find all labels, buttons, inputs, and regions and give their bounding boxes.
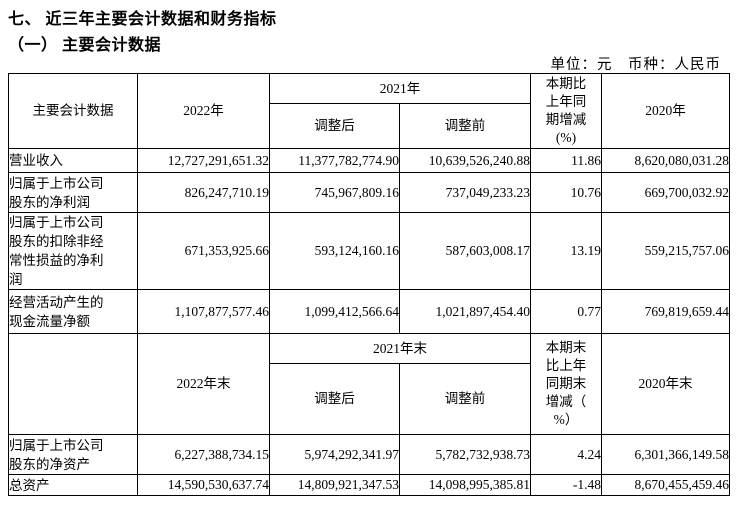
col-2021-header: 2021年 bbox=[269, 73, 531, 104]
table-row-total-assets: 总资产 14,590,530,637.74 14,809,921,347.53 … bbox=[8, 474, 730, 496]
table-row-revenue: 营业收入 12,727,291,651.32 11,377,782,774.90… bbox=[8, 148, 730, 173]
period-end-header-row-sub: 调整后 调整前 bbox=[9, 363, 730, 435]
value-2021-preadjust: 587,603,008.17 bbox=[399, 212, 531, 290]
metric-label: 经营活动产生的 现金流量净额 bbox=[8, 289, 138, 334]
value-2022: 826,247,710.19 bbox=[137, 172, 270, 213]
col-2020-header: 2020年 bbox=[601, 73, 730, 149]
period-header-row-sub: 调整后 调整前 bbox=[9, 103, 730, 149]
value-2020: 669,700,032.92 bbox=[601, 172, 730, 213]
value-2020: 559,215,757.06 bbox=[601, 212, 730, 290]
section-title: 七、 近三年主要会计数据和财务指标 bbox=[8, 11, 277, 28]
value-2021-adjusted: 593,124,160.16 bbox=[269, 212, 400, 290]
value-2021-adjusted: 14,809,921,347.53 bbox=[269, 474, 400, 496]
col-2021-end-header: 2021年末 bbox=[269, 333, 531, 364]
value-2021-preadjust: 737,049,233.23 bbox=[399, 172, 531, 213]
col-end-change-header: 本期末 比上年 同期末 增减（ %） bbox=[530, 333, 602, 435]
metric-column-header: 主要会计数据 bbox=[8, 73, 138, 149]
value-change: 4.24 bbox=[530, 434, 602, 475]
col-2021-preadjust-header: 调整前 bbox=[399, 103, 531, 149]
col-2021-end-adjusted-header: 调整后 bbox=[269, 363, 400, 435]
col-yoy-change-header: 本期比 上年同 期增减 (%) bbox=[530, 73, 602, 149]
value-2020: 8,670,455,459.46 bbox=[601, 474, 730, 496]
metric-column-header-empty bbox=[8, 333, 138, 435]
col-2022-header: 2022年 bbox=[137, 73, 270, 149]
col-2021-end-preadjust-header: 调整前 bbox=[399, 363, 531, 435]
metric-label: 归属于上市公司 股东的净资产 bbox=[8, 434, 138, 475]
value-2022: 1,107,877,577.46 bbox=[137, 289, 270, 334]
period-end-header-row-top: 2022年末 2021年末 本期末 比上年 同期末 增减（ %） 2020年末 bbox=[8, 333, 730, 435]
value-2021-preadjust: 5,782,732,938.73 bbox=[399, 434, 531, 475]
metric-label: 归属于上市公司 股东的扣除非经 常性损益的净利 润 bbox=[8, 212, 138, 290]
value-2020: 6,301,366,149.58 bbox=[601, 434, 730, 475]
table-row-operating-cash-flow: 经营活动产生的 现金流量净额 1,107,877,577.46 1,099,41… bbox=[8, 289, 730, 334]
value-change: -1.48 bbox=[530, 474, 602, 496]
value-2022: 14,590,530,637.74 bbox=[137, 474, 270, 496]
unit-currency-note: 单位：元 币种：人民币 bbox=[550, 57, 721, 73]
value-2022: 6,227,388,734.15 bbox=[137, 434, 270, 475]
table-row-net-profit-excl-nonrecurring: 归属于上市公司 股东的扣除非经 常性损益的净利 润 671,353,925.66… bbox=[8, 212, 730, 290]
value-2022: 12,727,291,651.32 bbox=[137, 148, 270, 173]
value-2021-adjusted: 5,974,292,341.97 bbox=[269, 434, 400, 475]
metric-label: 归属于上市公司 股东的净利润 bbox=[8, 172, 138, 213]
value-2021-adjusted: 745,967,809.16 bbox=[269, 172, 400, 213]
metric-label: 总资产 bbox=[8, 474, 138, 496]
value-2021-adjusted: 1,099,412,566.64 bbox=[269, 289, 400, 334]
table-row-net-profit: 归属于上市公司 股东的净利润 826,247,710.19 745,967,80… bbox=[8, 172, 730, 213]
col-2020-end-header: 2020年末 bbox=[601, 333, 730, 435]
value-2021-adjusted: 11,377,782,774.90 bbox=[269, 148, 400, 173]
col-2022-end-header: 2022年末 bbox=[137, 333, 270, 435]
value-2020: 769,819,659.44 bbox=[601, 289, 730, 334]
subsection-title: （一） 主要会计数据 bbox=[8, 37, 162, 54]
value-2020: 8,620,080,031.28 bbox=[601, 148, 730, 173]
value-2021-preadjust: 10,639,526,240.88 bbox=[399, 148, 531, 173]
accounting-data-table: 主要会计数据 2022年 2021年 本期比 上年同 期增减 (%) 2020年… bbox=[8, 73, 730, 496]
value-change: 0.77 bbox=[530, 289, 602, 334]
metric-label: 营业收入 bbox=[8, 148, 138, 173]
table-row-net-assets: 归属于上市公司 股东的净资产 6,227,388,734.15 5,974,29… bbox=[8, 434, 730, 475]
period-header-row-top: 主要会计数据 2022年 2021年 本期比 上年同 期增减 (%) 2020年 bbox=[8, 73, 730, 149]
value-change: 11.86 bbox=[530, 148, 602, 173]
value-2022: 671,353,925.66 bbox=[137, 212, 270, 290]
value-2021-preadjust: 1,021,897,454.40 bbox=[399, 289, 531, 334]
value-change: 13.19 bbox=[530, 212, 602, 290]
col-2021-adjusted-header: 调整后 bbox=[269, 103, 400, 149]
value-2021-preadjust: 14,098,995,385.81 bbox=[399, 474, 531, 496]
value-change: 10.76 bbox=[530, 172, 602, 213]
